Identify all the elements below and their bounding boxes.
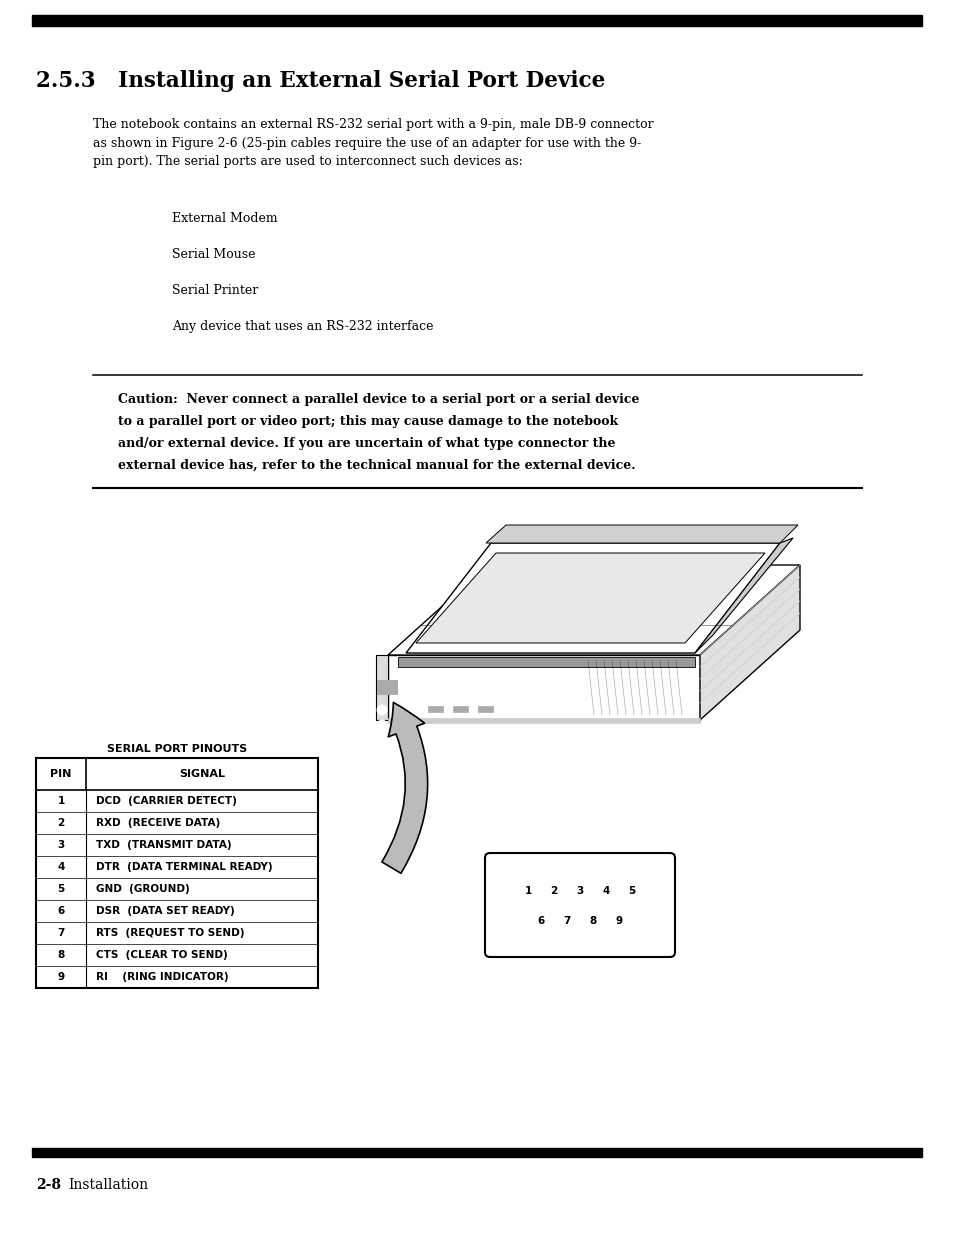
Text: The notebook contains an external RS-232 serial port with a 9-pin, male DB-9 con: The notebook contains an external RS-232… xyxy=(92,119,653,168)
Polygon shape xyxy=(397,657,695,667)
Ellipse shape xyxy=(515,882,540,900)
Text: External Modem: External Modem xyxy=(172,212,277,225)
Ellipse shape xyxy=(566,882,593,900)
Text: and/or external device. If you are uncertain of what type connector the: and/or external device. If you are uncer… xyxy=(118,437,615,450)
Polygon shape xyxy=(700,564,800,720)
Text: 7: 7 xyxy=(57,927,65,939)
Text: 4: 4 xyxy=(57,862,65,872)
Polygon shape xyxy=(695,538,792,653)
Circle shape xyxy=(376,720,387,730)
Ellipse shape xyxy=(618,882,644,900)
Polygon shape xyxy=(485,525,797,543)
Bar xyxy=(32,15,921,26)
FancyBboxPatch shape xyxy=(484,853,675,957)
FancyArrowPatch shape xyxy=(381,703,427,873)
Text: 7: 7 xyxy=(562,916,570,926)
Polygon shape xyxy=(416,553,764,643)
Text: Serial Printer: Serial Printer xyxy=(172,284,258,296)
Bar xyxy=(36,758,317,988)
Text: 2.5.3   Installing an External Serial Port Device: 2.5.3 Installing an External Serial Port… xyxy=(36,70,604,91)
Text: SERIAL PORT PINOUTS: SERIAL PORT PINOUTS xyxy=(107,743,247,755)
Text: PIN: PIN xyxy=(51,769,71,779)
Text: DTR  (DATA TERMINAL READY): DTR (DATA TERMINAL READY) xyxy=(96,862,273,872)
Ellipse shape xyxy=(554,911,579,931)
Text: 2: 2 xyxy=(550,885,558,897)
Bar xyxy=(388,718,700,722)
Text: 5: 5 xyxy=(628,885,635,897)
Bar xyxy=(477,706,493,713)
Text: RTS  (REQUEST TO SEND): RTS (REQUEST TO SEND) xyxy=(96,927,244,939)
Text: 5: 5 xyxy=(57,884,65,894)
Polygon shape xyxy=(406,543,780,653)
Polygon shape xyxy=(388,564,800,655)
Text: 3: 3 xyxy=(576,885,583,897)
Bar xyxy=(32,1149,921,1157)
Text: Any device that uses an RS-232 interface: Any device that uses an RS-232 interface xyxy=(172,320,433,333)
Text: Installation: Installation xyxy=(68,1178,148,1192)
Text: GND  (GROUND): GND (GROUND) xyxy=(96,884,190,894)
Bar xyxy=(376,680,396,694)
Circle shape xyxy=(376,705,387,715)
Text: 2-8: 2-8 xyxy=(36,1178,61,1192)
Bar xyxy=(453,706,468,713)
Text: 4: 4 xyxy=(601,885,609,897)
Text: SIGNAL: SIGNAL xyxy=(179,769,225,779)
Circle shape xyxy=(376,735,387,745)
Text: 2: 2 xyxy=(57,818,65,827)
Text: 9: 9 xyxy=(57,972,65,982)
Text: CTS  (CLEAR TO SEND): CTS (CLEAR TO SEND) xyxy=(96,950,228,960)
Text: 8: 8 xyxy=(589,916,596,926)
Ellipse shape xyxy=(579,911,605,931)
Text: 6: 6 xyxy=(57,906,65,916)
Polygon shape xyxy=(375,655,388,720)
Text: to a parallel port or video port; this may cause damage to the notebook: to a parallel port or video port; this m… xyxy=(118,415,618,429)
Text: 6: 6 xyxy=(537,916,544,926)
Text: DCD  (CARRIER DETECT): DCD (CARRIER DETECT) xyxy=(96,797,236,806)
Bar xyxy=(428,706,442,713)
Text: Serial Mouse: Serial Mouse xyxy=(172,248,255,261)
Text: 1: 1 xyxy=(57,797,65,806)
Text: 1: 1 xyxy=(524,885,531,897)
Ellipse shape xyxy=(540,882,566,900)
Text: Caution:  Never connect a parallel device to a serial port or a serial device: Caution: Never connect a parallel device… xyxy=(118,393,639,406)
Text: DSR  (DATA SET READY): DSR (DATA SET READY) xyxy=(96,906,234,916)
Ellipse shape xyxy=(527,911,554,931)
Ellipse shape xyxy=(593,882,618,900)
Text: external device has, refer to the technical manual for the external device.: external device has, refer to the techni… xyxy=(118,459,635,472)
Text: RXD  (RECEIVE DATA): RXD (RECEIVE DATA) xyxy=(96,818,220,827)
Text: 8: 8 xyxy=(57,950,65,960)
Text: 3: 3 xyxy=(57,840,65,850)
Polygon shape xyxy=(388,655,700,720)
Ellipse shape xyxy=(605,911,631,931)
Text: 9: 9 xyxy=(615,916,622,926)
Text: TXD  (TRANSMIT DATA): TXD (TRANSMIT DATA) xyxy=(96,840,232,850)
Text: RI    (RING INDICATOR): RI (RING INDICATOR) xyxy=(96,972,229,982)
